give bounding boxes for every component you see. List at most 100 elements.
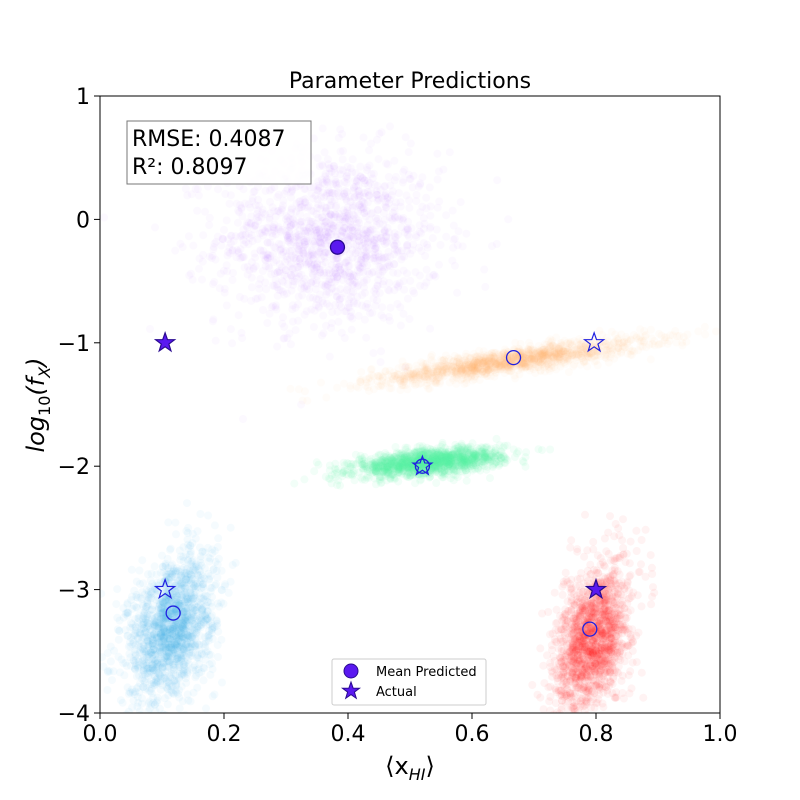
prediction-point (540, 348, 549, 357)
prediction-point (458, 366, 467, 375)
prediction-point (625, 337, 633, 346)
prediction-point (396, 378, 405, 387)
prediction-point (358, 460, 367, 469)
prediction-point (258, 209, 266, 217)
prediction-point (286, 384, 295, 393)
prediction-point (576, 351, 585, 360)
prediction-point (500, 360, 509, 369)
prediction-point (335, 134, 343, 142)
prediction-point (522, 448, 531, 457)
prediction-point (632, 332, 641, 341)
prediction-point (374, 382, 383, 390)
prediction-point (378, 376, 387, 385)
prediction-point (544, 350, 553, 359)
prediction-point (562, 348, 571, 356)
prediction-point (462, 375, 471, 384)
prediction-point (570, 337, 579, 346)
prediction-point (422, 364, 431, 373)
prediction-point (493, 358, 502, 367)
prediction-point (574, 345, 583, 354)
prediction-point (475, 353, 484, 362)
prediction-point (358, 197, 366, 205)
prediction-point (500, 361, 508, 370)
prediction-point (364, 229, 372, 237)
prediction-point (436, 377, 444, 386)
prediction-point (574, 350, 583, 359)
prediction-point (480, 365, 489, 374)
prediction-point (494, 461, 503, 470)
prediction-point (518, 347, 527, 356)
prediction-point (495, 360, 504, 369)
prediction-point (251, 254, 259, 262)
prediction-point (464, 364, 473, 373)
prediction-point (310, 467, 319, 476)
prediction-point (209, 280, 217, 288)
prediction-point (414, 367, 423, 376)
prediction-point (438, 369, 447, 378)
prediction-point (367, 365, 376, 373)
prediction-point (549, 348, 558, 357)
prediction-point (465, 360, 473, 369)
prediction-point (407, 140, 415, 148)
prediction-point (463, 374, 472, 382)
prediction-point (461, 366, 470, 375)
prediction-point (429, 368, 438, 377)
prediction-point (377, 311, 385, 319)
prediction-point (456, 366, 465, 375)
prediction-point (544, 349, 553, 358)
prediction-point (613, 347, 622, 356)
prediction-point (226, 200, 234, 208)
prediction-point (470, 365, 479, 374)
prediction-point (227, 239, 235, 247)
prediction-point (593, 351, 602, 360)
prediction-point (536, 347, 544, 356)
prediction-point (551, 351, 560, 360)
prediction-point (396, 303, 404, 311)
prediction-point (422, 366, 431, 375)
prediction-point (474, 364, 482, 373)
prediction-point (336, 125, 344, 133)
prediction-point (378, 372, 387, 381)
prediction-point (646, 325, 655, 334)
prediction-point (294, 385, 303, 394)
prediction-point (655, 329, 664, 338)
prediction-point (321, 148, 329, 156)
prediction-point (566, 337, 575, 346)
prediction-point (390, 260, 398, 268)
prediction-point (548, 336, 557, 345)
prediction-point (549, 348, 558, 357)
prediction-point (641, 332, 649, 340)
prediction-point (503, 354, 512, 363)
prediction-point (488, 357, 497, 366)
prediction-point (113, 585, 122, 594)
prediction-point (466, 361, 475, 370)
prediction-point (456, 376, 465, 385)
prediction-point (405, 204, 413, 212)
prediction-point (397, 381, 406, 390)
prediction-point (341, 334, 349, 342)
prediction-point (560, 358, 569, 367)
prediction-point (218, 678, 226, 687)
prediction-point (515, 360, 524, 369)
prediction-point (182, 185, 190, 193)
prediction-point (443, 368, 451, 377)
prediction-point (611, 337, 620, 346)
prediction-point (368, 461, 377, 470)
prediction-point (122, 710, 131, 713)
prediction-point (437, 241, 445, 249)
prediction-point (673, 332, 682, 341)
prediction-point (575, 335, 584, 343)
prediction-point (313, 204, 321, 212)
prediction-point (556, 355, 565, 364)
prediction-point (521, 356, 530, 365)
prediction-point (504, 363, 513, 372)
prediction-point (461, 371, 470, 380)
prediction-point (295, 198, 303, 206)
prediction-point (235, 248, 243, 256)
prediction-point (575, 340, 584, 349)
prediction-point (397, 322, 405, 330)
prediction-point (417, 367, 426, 376)
prediction-point (282, 212, 290, 220)
prediction-point (458, 368, 467, 377)
prediction-point (406, 464, 415, 473)
